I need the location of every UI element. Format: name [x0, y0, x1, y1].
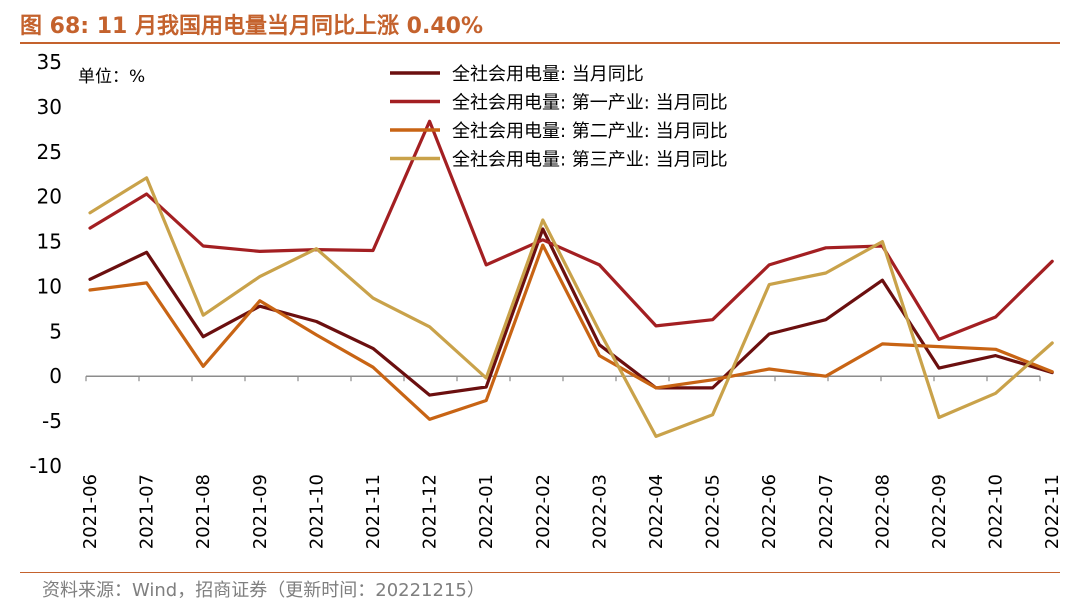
y-tick-label: 0	[49, 364, 62, 388]
x-tick-label: 2022-10	[986, 474, 1007, 549]
x-tick-label: 2021-06	[80, 474, 101, 549]
y-tick-label: 15	[37, 230, 62, 254]
y-tick-label: -10	[29, 454, 62, 478]
series-line-2	[88, 119, 1054, 341]
x-tick-label: 2021-08	[193, 474, 214, 549]
x-tick-label: 2021-12	[420, 474, 441, 549]
x-tick-label: 2022-04	[646, 474, 667, 549]
x-tick-label: 2022-11	[1042, 474, 1063, 549]
y-tick-label: 5	[49, 319, 62, 343]
y-tick-label: 30	[37, 95, 62, 119]
y-tick-label: -5	[42, 409, 62, 433]
series-line-3	[88, 243, 1054, 421]
legend-label-2: 全社会用电量: 第一产业: 当月同比	[452, 93, 728, 114]
x-tick-label: 2022-05	[703, 474, 724, 549]
x-tick-label: 2022-09	[929, 474, 950, 549]
source-note: 资料来源：Wind，招商证券（更新时间：20221215）	[42, 580, 485, 601]
y-tick-label: 10	[37, 274, 62, 298]
x-tick-label: 2022-03	[589, 474, 610, 549]
figure-title: 图 68: 11 月我国用电量当月同比上涨 0.40%	[20, 14, 483, 39]
x-tick-label: 2022-06	[759, 474, 780, 549]
chart-axes: 35 30 25 20 15 10 5 0 -5 -10 2021-06 2021-07 2021-08…	[29, 50, 1063, 549]
y-tick-label: 20	[37, 185, 62, 209]
y-tick-label: 35	[37, 50, 62, 74]
x-tick-label: 2021-10	[306, 474, 327, 549]
x-tick-label: 2022-07	[816, 474, 837, 549]
y-tick-label: 25	[37, 140, 62, 164]
source-rule	[20, 572, 1060, 573]
legend-label-1: 全社会用电量: 当月同比	[452, 64, 644, 85]
x-tick-label: 2021-09	[250, 474, 271, 549]
x-tick-label: 2022-02	[533, 474, 554, 549]
unit-label: 单位：%	[78, 67, 145, 87]
series-line-4	[88, 176, 1054, 438]
x-tick-label: 2021-11	[363, 474, 384, 549]
legend-label-4: 全社会用电量: 第三产业: 当月同比	[452, 150, 728, 171]
title-rule	[20, 42, 1060, 44]
legend-label-3: 全社会用电量: 第二产业: 当月同比	[452, 121, 728, 142]
x-tick-label: 2022-08	[872, 474, 893, 549]
x-tick-label: 2022-01	[476, 474, 497, 549]
series-lines	[88, 119, 1054, 438]
x-tick-label: 2021-07	[137, 474, 158, 549]
